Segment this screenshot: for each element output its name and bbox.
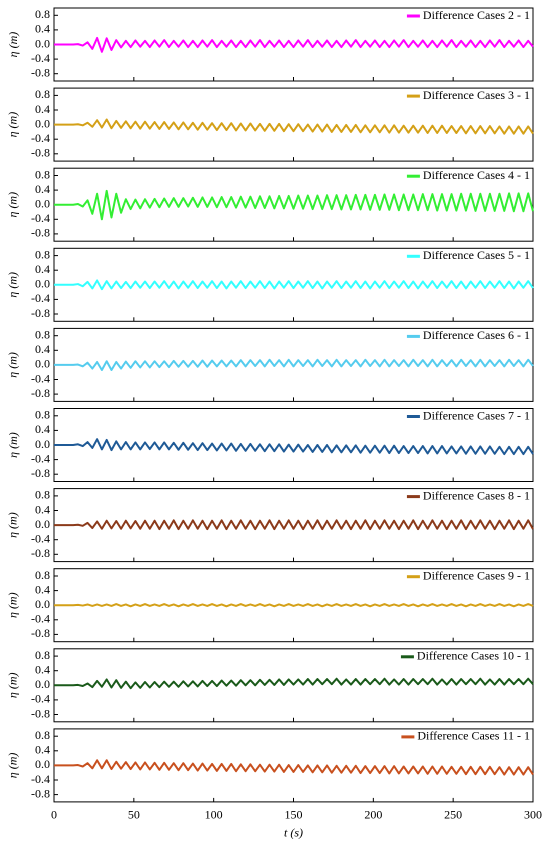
y-tick-label: -0.4	[31, 451, 50, 465]
x-tick-label: 200	[364, 808, 382, 822]
y-tick-label: -0.4	[31, 371, 50, 385]
legend-label: Difference Cases 11 - 1	[417, 729, 530, 743]
y-axis-label: η (m)	[6, 512, 20, 538]
y-tick-label: -0.8	[31, 65, 50, 79]
y-tick-label: -0.8	[31, 706, 50, 720]
y-tick-label: -0.8	[31, 386, 50, 400]
y-tick-label: 0.0	[35, 517, 50, 531]
data-line	[54, 358, 534, 372]
y-tick-label: 0.8	[35, 488, 50, 502]
y-tick-label: -0.8	[31, 466, 50, 480]
y-tick-label: -0.4	[31, 692, 50, 706]
y-tick-label: 0.0	[35, 277, 50, 291]
y-axis-label: η (m)	[6, 592, 20, 618]
y-tick-label: 0.0	[35, 757, 50, 771]
legend-label: Difference Cases 4 - 1	[423, 168, 530, 182]
x-tick-label: 150	[285, 808, 303, 822]
legend-label: Difference Cases 3 - 1	[423, 88, 530, 102]
y-tick-label: -0.4	[31, 51, 50, 65]
data-line	[54, 677, 534, 690]
y-axis-label: η (m)	[6, 112, 20, 138]
data-line	[54, 189, 534, 221]
y-tick-label: 0.8	[35, 568, 50, 582]
x-tick-label: 50	[128, 808, 140, 822]
y-tick-label: -0.4	[31, 531, 50, 545]
y-tick-label: 0.0	[35, 437, 50, 451]
y-tick-label: 0.8	[35, 728, 50, 742]
y-tick-label: 0.0	[35, 196, 50, 210]
y-axis-label: η (m)	[6, 432, 20, 458]
y-tick-label: 0.0	[35, 677, 50, 691]
y-axis-label: η (m)	[6, 272, 20, 298]
y-axis-label: η (m)	[6, 352, 20, 378]
y-tick-label: 0.8	[35, 87, 50, 101]
legend-label: Difference Cases 2 - 1	[423, 8, 530, 22]
y-axis-label: η (m)	[6, 32, 20, 58]
legend-label: Difference Cases 6 - 1	[423, 328, 530, 342]
y-tick-label: -0.8	[31, 546, 50, 560]
data-line	[54, 279, 534, 291]
y-tick-label: -0.8	[31, 226, 50, 240]
y-tick-label: 0.4	[35, 262, 50, 276]
y-tick-label: 0.4	[35, 182, 50, 196]
y-axis-label: η (m)	[6, 672, 20, 698]
y-tick-label: 0.8	[35, 167, 50, 181]
y-tick-label: -0.4	[31, 772, 50, 786]
y-tick-label: 0.0	[35, 36, 50, 50]
y-tick-label: 0.0	[35, 597, 50, 611]
y-tick-label: 0.8	[35, 247, 50, 261]
y-tick-label: -0.4	[31, 211, 50, 225]
y-tick-label: -0.8	[31, 306, 50, 320]
x-axis-label: t (s)	[284, 826, 303, 840]
y-tick-label: -0.8	[31, 626, 50, 640]
data-line	[54, 36, 534, 53]
y-tick-label: 0.4	[35, 342, 50, 356]
y-tick-label: 0.4	[35, 662, 50, 676]
y-tick-label: 0.4	[35, 502, 50, 516]
y-tick-label: -0.8	[31, 146, 50, 160]
x-tick-label: 0	[51, 808, 57, 822]
legend-label: Difference Cases 5 - 1	[423, 248, 530, 262]
y-tick-label: -0.8	[31, 786, 50, 800]
x-tick-label: 250	[444, 808, 462, 822]
data-line	[54, 519, 534, 531]
x-tick-label: 100	[205, 808, 223, 822]
y-axis-label: η (m)	[6, 753, 20, 779]
y-tick-label: -0.4	[31, 291, 50, 305]
data-line	[54, 759, 534, 776]
legend-label: Difference Cases 10 - 1	[417, 649, 530, 663]
y-tick-label: 0.4	[35, 743, 50, 757]
y-tick-label: 0.0	[35, 357, 50, 371]
x-tick-label: 300	[524, 808, 542, 822]
legend-label: Difference Cases 8 - 1	[423, 488, 530, 502]
y-tick-label: 0.4	[35, 22, 50, 36]
y-tick-label: 0.4	[35, 422, 50, 436]
data-line	[54, 118, 534, 135]
legend-label: Difference Cases 7 - 1	[423, 408, 530, 422]
legend-label: Difference Cases 9 - 1	[423, 568, 530, 582]
y-tick-label: 0.8	[35, 327, 50, 341]
y-tick-label: -0.4	[31, 131, 50, 145]
y-tick-label: 0.4	[35, 102, 50, 116]
y-tick-label: 0.8	[35, 7, 50, 21]
y-tick-label: 0.0	[35, 116, 50, 130]
y-tick-label: 0.4	[35, 582, 50, 596]
y-axis-label: η (m)	[6, 192, 20, 218]
data-line	[54, 603, 534, 608]
data-line	[54, 438, 534, 456]
y-tick-label: 0.8	[35, 648, 50, 662]
y-tick-label: 0.8	[35, 408, 50, 422]
y-tick-label: -0.4	[31, 612, 50, 626]
